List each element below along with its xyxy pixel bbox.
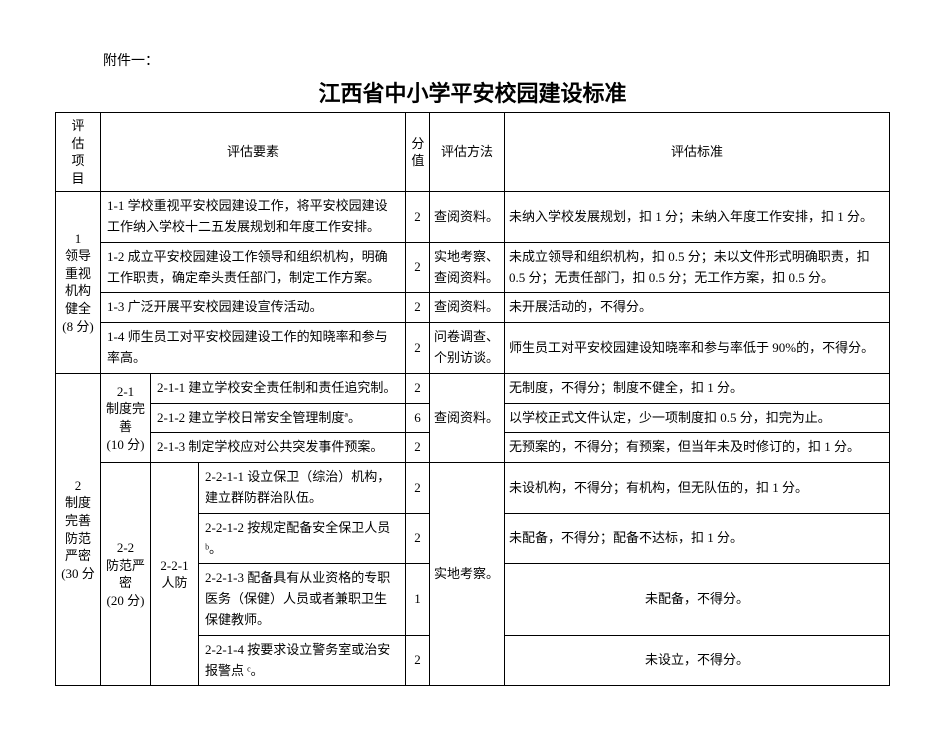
evaluation-table: 评估项目 评估要素 分值 评估方法 评估标准 1 领导重视机构健全 (8 分) … — [55, 112, 890, 686]
section2-label: 2 制度完善防范严密 (30 分 — [56, 373, 101, 686]
document-title: 江西省中小学平安校园建设标准 — [55, 76, 890, 108]
cell-standard: 未纳入学校发展规划，扣 1 分；未纳入年度工作安排，扣 1 分。 — [505, 192, 890, 243]
header-method: 评估方法 — [430, 113, 505, 192]
cell-standard: 未设立，不得分。 — [505, 635, 890, 686]
cell-standard: 以学校正式文件认定，少一项制度扣 0.5 分，扣完为止。 — [505, 403, 890, 433]
cell-yaosu: 2-2-1-4 按要求设立警务室或治安报警点 ᶜ。 — [199, 635, 406, 686]
cell-method: 查阅资料。 — [430, 373, 505, 462]
table-row: 1-3 广泛开展平安校园建设宣传活动。 2 查阅资料。 未开展活动的，不得分。 — [56, 293, 890, 323]
cell-yaosu: 2-1-1 建立学校安全责任制和责任追究制。 — [151, 373, 406, 403]
cell-score: 2 — [406, 293, 430, 323]
header-standard: 评估标准 — [505, 113, 890, 192]
cell-standard: 未成立领导和组织机构，扣 0.5 分；未以文件形式明确职责，扣 0.5 分；无责… — [505, 242, 890, 293]
cell-score: 2 — [406, 242, 430, 293]
table-header-row: 评估项目 评估要素 分值 评估方法 评估标准 — [56, 113, 890, 192]
sub22-label: 2-2 防范严密 (20 分) — [101, 463, 151, 686]
cell-score: 2 — [406, 373, 430, 403]
cell-yaosu: 2-1-2 建立学校日常安全管理制度ª。 — [151, 403, 406, 433]
cell-standard: 未配备，不得分；配备不达标，扣 1 分。 — [505, 513, 890, 564]
cell-score: 2 — [406, 635, 430, 686]
section1-label: 1 领导重视机构健全 (8 分) — [56, 192, 101, 374]
cell-method: 查阅资料。 — [430, 192, 505, 243]
cell-standard: 未开展活动的，不得分。 — [505, 293, 890, 323]
cell-method: 实地考察。 — [430, 463, 505, 686]
cell-standard: 无预案的，不得分；有预案，但当年未及时修订的，扣 1 分。 — [505, 433, 890, 463]
cell-yaosu: 1-1 学校重视平安校园建设工作，将平安校园建设工作纳入学校十二五发展规划和年度… — [101, 192, 406, 243]
cell-yaosu: 2-2-1-3 配备具有从业资格的专职医务（保健）人员或者兼职卫生保健教师。 — [199, 564, 406, 635]
cell-score: 2 — [406, 192, 430, 243]
document-prefix: 附件一： — [103, 50, 890, 70]
cell-score: 6 — [406, 403, 430, 433]
sub21-label: 2-1 制度完善 (10 分) — [101, 373, 151, 462]
cell-yaosu: 1-2 成立平安校园建设工作领导和组织机构，明确工作职责，确定牵头责任部门，制定… — [101, 242, 406, 293]
header-score: 分值 — [406, 113, 430, 192]
cell-score: 1 — [406, 564, 430, 635]
cell-standard: 无制度，不得分；制度不健全，扣 1 分。 — [505, 373, 890, 403]
cell-yaosu: 2-2-1-2 按规定配备安全保卫人员 ᵇ。 — [199, 513, 406, 564]
cell-yaosu: 2-2-1-1 设立保卫（综治）机构，建立群防群治队伍。 — [199, 463, 406, 514]
cell-score: 2 — [406, 433, 430, 463]
cell-score: 2 — [406, 513, 430, 564]
table-row: 2-2 防范严密 (20 分) 2-2-1 人防 2-2-1-1 设立保卫（综治… — [56, 463, 890, 514]
cell-score: 2 — [406, 323, 430, 374]
cell-method: 实地考察、查阅资料。 — [430, 242, 505, 293]
sub221-label: 2-2-1 人防 — [151, 463, 199, 686]
table-row: 2 制度完善防范严密 (30 分 2-1 制度完善 (10 分) 2-1-1 建… — [56, 373, 890, 403]
table-row: 1-4 师生员工对平安校园建设工作的知晓率和参与率高。 2 问卷调查、个别访谈。… — [56, 323, 890, 374]
cell-yaosu: 1-4 师生员工对平安校园建设工作的知晓率和参与率高。 — [101, 323, 406, 374]
cell-standard: 师生员工对平安校园建设知晓率和参与率低于 90%的，不得分。 — [505, 323, 890, 374]
cell-standard: 未设机构，不得分；有机构，但无队伍的，扣 1 分。 — [505, 463, 890, 514]
cell-yaosu: 1-3 广泛开展平安校园建设宣传活动。 — [101, 293, 406, 323]
cell-score: 2 — [406, 463, 430, 514]
cell-method: 问卷调查、个别访谈。 — [430, 323, 505, 374]
table-row: 1 领导重视机构健全 (8 分) 1-1 学校重视平安校园建设工作，将平安校园建… — [56, 192, 890, 243]
header-project: 评估项目 — [56, 113, 101, 192]
cell-yaosu: 2-1-3 制定学校应对公共突发事件预案。 — [151, 433, 406, 463]
cell-standard: 未配备，不得分。 — [505, 564, 890, 635]
header-yaosu: 评估要素 — [101, 113, 406, 192]
cell-method: 查阅资料。 — [430, 293, 505, 323]
table-row: 1-2 成立平安校园建设工作领导和组织机构，明确工作职责，确定牵头责任部门，制定… — [56, 242, 890, 293]
